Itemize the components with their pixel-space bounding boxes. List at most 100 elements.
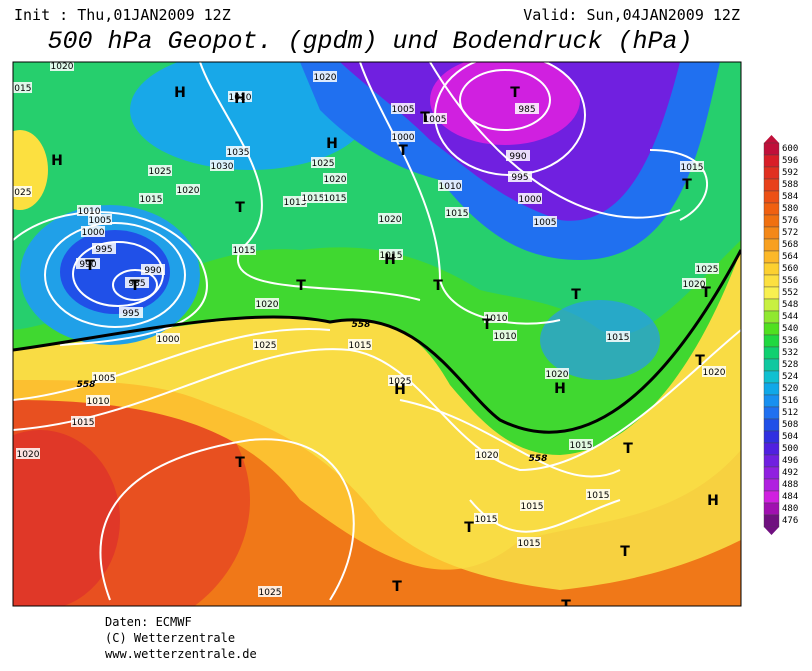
isobar-label-bg: [228, 91, 252, 102]
isobar-label-bg: [569, 439, 593, 450]
colorbar-swatch: [763, 334, 780, 348]
pressure-center: T: [561, 598, 571, 614]
isobar-label-bg: [682, 278, 706, 289]
colorbar-swatch: [763, 154, 780, 168]
isobar-label-bg: [13, 82, 32, 93]
pressure-center: H: [51, 153, 63, 169]
colorbar-label: 580: [782, 204, 798, 214]
isobar-label-bg: [518, 193, 542, 204]
isobar-label: 1020: [476, 451, 499, 461]
pressure-center: H: [554, 381, 566, 397]
isobar-label: 1025: [389, 377, 412, 387]
colorbar-swatch: [763, 298, 780, 312]
colorbar-label: 564: [782, 252, 798, 262]
colorbar-label: 536: [782, 336, 798, 346]
isobar-label-bg: [156, 333, 180, 344]
isobar-label-bg: [695, 263, 719, 274]
isobar-label: 1020: [256, 300, 279, 310]
isobar-label: 1015: [446, 209, 469, 219]
isobar-label-bg: [484, 312, 508, 323]
colorbar-swatch: [763, 358, 780, 372]
isobar-label-bg: [533, 216, 557, 227]
colorbar-label: 516: [782, 396, 798, 406]
isobar-label: 1020: [703, 368, 726, 378]
isobar-label: 995: [122, 309, 139, 319]
isobar-label-bg: [378, 213, 402, 224]
pressure-center: T: [433, 278, 443, 294]
isobar-label: 985: [518, 105, 535, 115]
colorbar-swatch: [763, 394, 780, 408]
isobar-label: 1015: [475, 515, 498, 525]
isobar-label: 1005: [534, 218, 557, 228]
pressure-center: H: [384, 252, 396, 268]
isobar-label: 1015: [233, 246, 256, 256]
isobar-label: 1010: [78, 207, 101, 217]
isobar-label: 1015: [607, 333, 630, 343]
isobar-label-bg: [71, 416, 95, 427]
isobar-label-bg: [16, 448, 40, 459]
colorbar-label: 480: [782, 504, 798, 514]
isobar-label: 1010: [87, 397, 110, 407]
colorbar-swatch: [763, 370, 780, 384]
isobar-label-bg: [210, 160, 234, 171]
isobar-label-bg: [13, 186, 32, 197]
pressure-center: H: [394, 382, 406, 398]
isobar-label: 1010: [229, 93, 252, 103]
isobar-label-bg: [517, 537, 541, 548]
pressure-center: T: [623, 441, 633, 457]
isobar-label-bg: [92, 243, 116, 254]
pressure-center: T: [392, 579, 402, 595]
pressure-center: T: [398, 143, 408, 159]
isobar-label: 1000: [82, 228, 105, 238]
isobar-label-bg: [438, 180, 462, 191]
colorbar-label: 532: [782, 348, 798, 358]
isobar-label-bg: [311, 157, 335, 168]
isobar-label-bg: [258, 586, 282, 597]
isobar-label: 1015: [72, 418, 95, 428]
isobar-label: 1005: [89, 216, 112, 226]
pressure-center: H: [174, 85, 186, 101]
colorbar-label: 552: [782, 288, 798, 298]
isobar-label: 1020: [17, 450, 40, 460]
colorbar-label: 592: [782, 168, 798, 178]
isobar-label: 1015: [380, 251, 403, 261]
colorbar-label: 596: [782, 156, 798, 166]
isobar-label: 1015: [570, 441, 593, 451]
isobar-label-bg: [50, 62, 74, 71]
pressure-center: T: [420, 110, 430, 126]
colorbar-swatch: [763, 142, 780, 156]
isobar-label-bg: [313, 71, 337, 82]
contour-label: 558: [77, 380, 96, 390]
isobar-label: 1005: [93, 374, 116, 384]
isobar-label-bg: [88, 214, 112, 225]
isobar-label-bg: [508, 171, 532, 182]
isobar-label: 990: [144, 266, 161, 276]
isobar-label: 1020: [379, 215, 402, 225]
colorbar-label: 540: [782, 324, 798, 334]
isobar-label: 1005: [392, 105, 415, 115]
pressure-center: T: [510, 85, 520, 101]
pressure-center: T: [701, 285, 711, 301]
colorbar-label: 560: [782, 264, 798, 274]
isobar-label: 1020: [683, 280, 706, 290]
footer-copyright: (C) Wetterzentrale: [105, 631, 235, 645]
colorbar-swatch: [763, 454, 780, 468]
isobar-label-bg: [506, 150, 530, 161]
colorbar-swatch: [763, 322, 780, 336]
isobar-label: 1010: [494, 332, 517, 342]
colorbar-swatch: [763, 442, 780, 456]
colorbar-label: 572: [782, 228, 798, 238]
colorbar-swatch: [763, 166, 780, 180]
pressure-center: T: [130, 278, 140, 294]
isobar-label: 1000: [392, 133, 415, 143]
isobar-label: 1025: [259, 588, 282, 598]
colorbar-swatch: [763, 430, 780, 444]
isobar-label: 1015: [521, 502, 544, 512]
colorbar-swatch: [763, 514, 780, 528]
pressure-center: T: [620, 544, 630, 560]
isobar-label: 1025: [149, 167, 172, 177]
colorbar-swatch: [763, 262, 780, 276]
pressure-center: T: [85, 258, 95, 274]
isobar-label: 1015: [518, 539, 541, 549]
